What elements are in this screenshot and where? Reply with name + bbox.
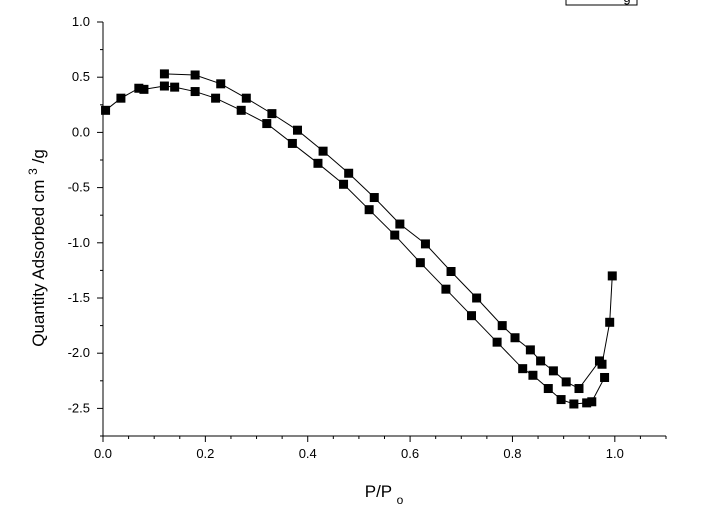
series-2-marker	[607, 271, 617, 281]
legend-box	[565, 0, 638, 6]
x-tick-label: 0.8	[503, 446, 521, 461]
series-1-marker	[262, 119, 272, 129]
series-1-marker	[236, 105, 246, 115]
series-1-marker	[211, 93, 221, 103]
series-1-marker	[582, 398, 592, 408]
x-tick-label: 0.0	[94, 446, 112, 461]
y-tick-label: -1.0	[68, 235, 90, 250]
series-1-marker	[313, 158, 323, 168]
series-1-marker	[600, 372, 610, 382]
y-ticks	[97, 21, 103, 437]
series-2-marker	[216, 79, 226, 89]
series-2-line	[164, 73, 613, 390]
y-tick-label: 0.0	[72, 124, 90, 139]
series-2-marker	[395, 219, 405, 229]
series-1-marker	[467, 311, 477, 321]
series-1-marker	[518, 364, 528, 374]
series-1-marker	[587, 397, 597, 407]
y-tick-labels: 1.0 0.5 0.0 -0.5 -1.0 -1.5 -2.0 -2.5	[68, 14, 90, 415]
series-2-marker	[190, 70, 200, 80]
series-2-marker	[292, 125, 302, 135]
x-tick-label: 0.6	[401, 446, 419, 461]
series-2-marker	[536, 356, 546, 366]
x-tick-labels: 0.0 0.2 0.4 0.6 0.8 1.0	[94, 446, 624, 461]
series-2-marker	[497, 321, 507, 331]
y-tick-label: -1.5	[68, 290, 90, 305]
series-1-marker	[364, 205, 374, 215]
y-tick-label: -2.5	[68, 400, 90, 415]
y-axis-label-suffix: /g	[29, 149, 48, 163]
series-1-marker	[556, 395, 566, 405]
series-1-marker	[528, 370, 538, 380]
series-2-marker	[510, 333, 520, 343]
series-1-line	[105, 85, 606, 405]
series-1-marker	[569, 399, 579, 409]
y-tick-label: 0.5	[72, 69, 90, 84]
x-ticks	[102, 436, 667, 442]
series-1-marker	[159, 81, 169, 91]
series-2-marker	[574, 384, 584, 394]
y-axis-label-superscript: 3	[26, 168, 40, 175]
series-1-marker	[415, 258, 425, 268]
x-axis-label-subscript: o	[397, 493, 404, 507]
series-1-marker	[441, 284, 451, 294]
series-2-marker	[561, 377, 571, 387]
y-tick-label: -0.5	[68, 180, 90, 195]
series-points	[101, 69, 617, 409]
series-2-marker	[594, 356, 604, 366]
series-2-marker	[525, 345, 535, 355]
series-2-marker	[420, 239, 430, 249]
series-2-marker	[241, 93, 251, 103]
series-1-marker	[190, 87, 200, 97]
series-1-marker	[134, 83, 144, 93]
series-2-marker	[548, 366, 558, 376]
series-2-marker	[472, 293, 482, 303]
y-axis-label-base: Quantity Adsorbed cm	[29, 180, 48, 347]
series-2-marker	[344, 168, 354, 178]
series-1-marker	[101, 105, 111, 115]
series-1-marker	[339, 179, 349, 189]
x-tick-label: 1.0	[606, 446, 624, 461]
y-tick-label: -2.0	[68, 345, 90, 360]
x-axis-label-base: P/P	[365, 482, 392, 501]
y-tick-label: 1.0	[72, 14, 90, 29]
series-2-marker	[159, 69, 169, 79]
series-1-marker	[390, 230, 400, 240]
series-2-marker	[446, 267, 456, 277]
series-2-marker	[267, 109, 277, 119]
x-tick-label: 0.4	[299, 446, 317, 461]
series-lines	[105, 73, 613, 405]
series-1-marker	[139, 84, 149, 94]
series-1-marker	[543, 384, 553, 394]
series-1-marker	[287, 138, 297, 148]
series-1-marker	[170, 82, 180, 92]
series-2-marker	[318, 146, 328, 156]
series-2-marker	[605, 317, 615, 327]
legend-text: g	[623, 0, 630, 5]
x-axis-label: P/P o	[365, 482, 404, 507]
series-1-marker	[492, 337, 502, 347]
series-1-marker	[116, 93, 126, 103]
series-2-marker	[369, 193, 379, 203]
y-axis-label: Quantity Adsorbed cm 3 /g	[26, 149, 48, 347]
x-tick-label: 0.2	[196, 446, 214, 461]
